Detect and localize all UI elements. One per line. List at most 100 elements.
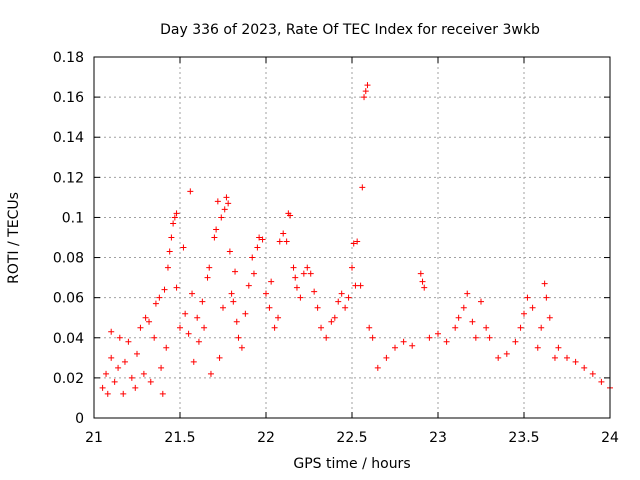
data-point xyxy=(254,244,261,251)
data-point xyxy=(214,198,221,205)
data-point xyxy=(116,334,123,341)
data-point xyxy=(345,294,352,301)
data-point xyxy=(524,294,531,301)
data-point xyxy=(555,344,562,351)
data-point xyxy=(589,370,596,377)
data-point xyxy=(259,236,266,243)
data-point xyxy=(164,264,171,271)
data-point xyxy=(287,212,294,219)
x-tick-labels: 21 21.5 22 22.5 23 23.5 24 xyxy=(85,430,619,446)
axis-ticks xyxy=(93,56,611,419)
y-tick-label: 0.04 xyxy=(53,331,84,347)
data-point xyxy=(111,378,118,385)
data-point xyxy=(354,238,361,245)
data-point xyxy=(201,324,208,331)
x-tick-label: 24 xyxy=(601,430,619,446)
data-point xyxy=(483,324,490,331)
data-point xyxy=(108,328,115,335)
data-point xyxy=(464,290,471,297)
data-point xyxy=(173,210,180,217)
data-point xyxy=(551,354,558,361)
data-point xyxy=(435,330,441,337)
data-point xyxy=(304,264,311,271)
data-point xyxy=(250,270,257,277)
data-point xyxy=(572,358,579,365)
data-point xyxy=(460,304,467,311)
data-point xyxy=(352,282,359,289)
x-tick-label: 23.5 xyxy=(508,430,539,446)
data-point xyxy=(503,350,510,357)
data-point xyxy=(168,234,175,241)
data-point xyxy=(366,324,373,331)
data-point xyxy=(189,290,196,297)
data-point xyxy=(323,334,330,341)
data-point xyxy=(134,350,140,357)
grid xyxy=(94,57,610,418)
data-point xyxy=(400,338,407,345)
data-point xyxy=(538,324,545,331)
data-point xyxy=(216,354,223,361)
data-point xyxy=(226,248,233,255)
data-point xyxy=(357,282,364,289)
data-point xyxy=(311,288,318,295)
data-point xyxy=(331,314,338,321)
data-point xyxy=(180,244,187,251)
data-point xyxy=(564,354,570,361)
data-point xyxy=(120,390,127,397)
data-point xyxy=(276,238,283,245)
data-point xyxy=(581,364,588,371)
data-point xyxy=(211,234,218,241)
data-point xyxy=(104,390,111,397)
data-point xyxy=(374,364,381,371)
data-point xyxy=(300,270,307,277)
data-point xyxy=(486,334,493,341)
data-point xyxy=(534,344,541,351)
data-point xyxy=(213,226,220,233)
data-point xyxy=(232,268,239,275)
data-point xyxy=(152,300,159,307)
data-point xyxy=(158,364,165,371)
data-point xyxy=(199,298,206,305)
x-axis-label: GPS time / hours xyxy=(293,456,410,472)
data-point xyxy=(242,310,249,317)
data-point xyxy=(235,334,242,341)
data-point xyxy=(140,370,147,377)
data-point xyxy=(99,384,106,391)
data-point xyxy=(314,304,321,311)
data-point xyxy=(275,314,282,321)
data-point xyxy=(108,354,115,361)
data-point xyxy=(163,344,170,351)
data-point xyxy=(455,314,462,321)
data-point xyxy=(307,270,314,277)
x-tick-label: 22 xyxy=(257,430,275,446)
data-point xyxy=(190,358,197,365)
data-point xyxy=(233,318,240,325)
y-tick-label: 0.08 xyxy=(53,251,84,267)
data-point xyxy=(517,324,524,331)
y-tick-label: 0.1 xyxy=(62,210,84,226)
data-point xyxy=(342,304,349,311)
data-point xyxy=(452,324,459,331)
data-point xyxy=(137,324,144,331)
data-point xyxy=(256,234,263,241)
data-point xyxy=(177,324,183,331)
data-point xyxy=(156,294,163,301)
data-point xyxy=(268,278,275,285)
data-point xyxy=(170,220,177,227)
data-point xyxy=(218,214,225,221)
data-point xyxy=(328,318,335,325)
data-point xyxy=(443,338,450,345)
data-point xyxy=(220,304,226,311)
data-point xyxy=(338,290,345,297)
data-point xyxy=(147,378,154,385)
data-point xyxy=(362,88,369,95)
data-point xyxy=(128,374,135,381)
data-point xyxy=(245,282,252,289)
data-point xyxy=(207,370,214,377)
data-point xyxy=(297,294,304,301)
data-point xyxy=(335,298,342,305)
data-point xyxy=(598,378,605,385)
data-point xyxy=(369,334,376,341)
data-point xyxy=(194,314,201,321)
